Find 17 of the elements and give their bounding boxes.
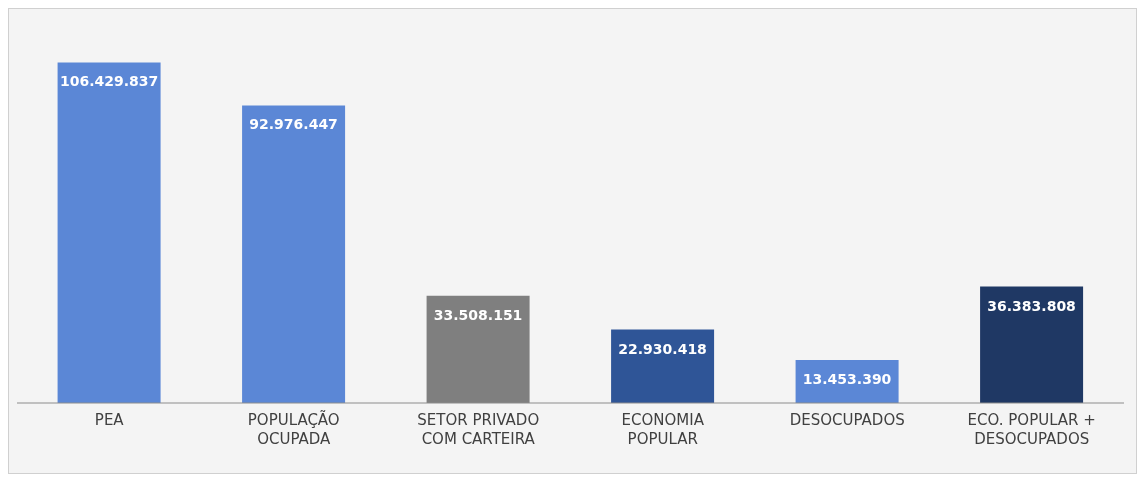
x-tick-label: PEA bbox=[94, 411, 125, 429]
bar bbox=[611, 329, 715, 403]
bar bbox=[57, 62, 161, 403]
x-tick-label: ECONOMIA POPULAR bbox=[621, 411, 705, 448]
data-label: 36.383.808 bbox=[987, 297, 1076, 314]
x-tick-label: ECO. POPULAR + DESOCUPADOS bbox=[967, 411, 1096, 448]
data-label: 13.453.390 bbox=[802, 370, 892, 387]
data-label: 106.429.837 bbox=[59, 73, 159, 90]
bar bbox=[426, 295, 530, 403]
x-tick-label: DESOCUPADOS bbox=[789, 411, 905, 429]
bar bbox=[980, 286, 1084, 403]
data-label: 92.976.447 bbox=[249, 116, 338, 133]
bar bbox=[242, 105, 346, 403]
x-tick-label: SETOR PRIVADO COM CARTEIRA bbox=[417, 411, 540, 448]
data-label: 22.930.418 bbox=[618, 340, 707, 357]
data-label: 33.508.151 bbox=[433, 306, 523, 323]
x-tick-label: POPULAÇÃO OCUPADA bbox=[247, 410, 340, 448]
